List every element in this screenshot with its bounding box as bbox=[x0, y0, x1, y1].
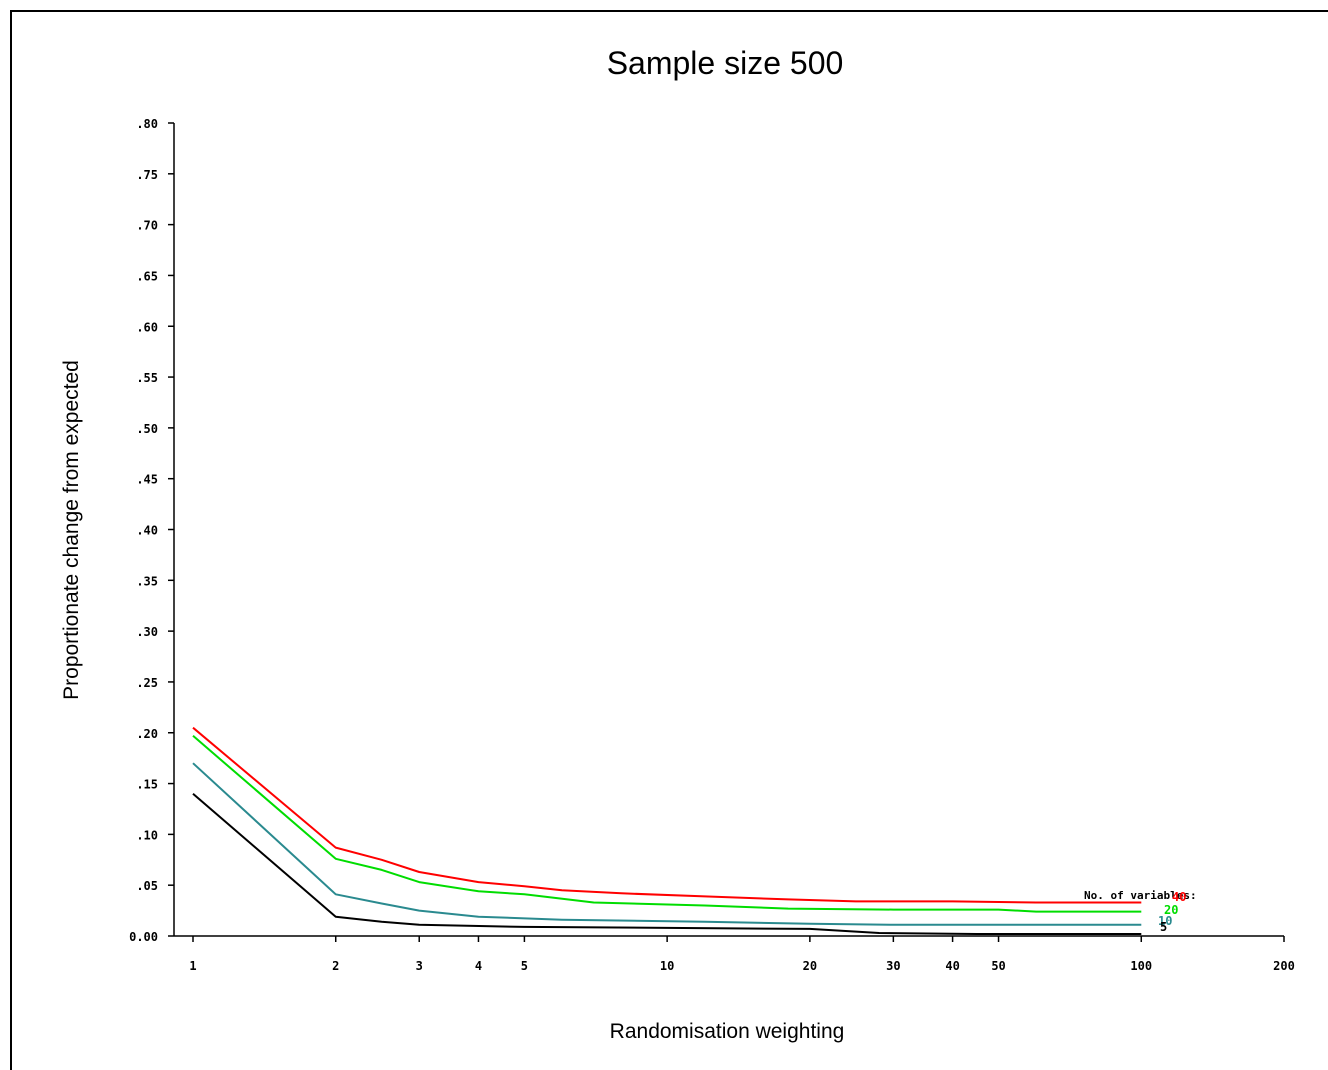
series-line bbox=[192, 762, 1142, 926]
legend-series-label: 40 bbox=[1172, 890, 1186, 904]
x-tick-label: 200 bbox=[1273, 959, 1295, 973]
x-tick-label: 1 bbox=[189, 959, 196, 973]
y-tick-label: .70 bbox=[136, 219, 158, 233]
x-tick-label: 2 bbox=[332, 959, 339, 973]
y-tick-label: .40 bbox=[136, 524, 158, 538]
y-tick-label: .30 bbox=[136, 625, 158, 639]
x-tick-label: 10 bbox=[660, 959, 674, 973]
y-tick-label: .25 bbox=[136, 676, 158, 690]
y-tick-label: .45 bbox=[136, 473, 158, 487]
legend-series-label: 10 bbox=[1158, 914, 1172, 928]
y-tick-label: 0.00 bbox=[129, 930, 158, 944]
y-tick-label: .10 bbox=[136, 828, 158, 842]
series-line bbox=[192, 792, 1142, 935]
y-tick-label: .65 bbox=[136, 269, 158, 283]
x-tick-label: 5 bbox=[521, 959, 528, 973]
x-axis-label: Randomisation weighting bbox=[610, 1020, 845, 1043]
legend-series-label: 5 bbox=[1160, 920, 1167, 934]
y-tick-label: .35 bbox=[136, 574, 158, 588]
x-tick-label: 40 bbox=[945, 959, 959, 973]
series-line bbox=[192, 726, 1142, 904]
series-layer bbox=[192, 726, 1142, 935]
y-tick-label: .55 bbox=[136, 371, 158, 385]
y-tick-label: .80 bbox=[136, 117, 158, 131]
y-tick-label: .05 bbox=[136, 879, 158, 893]
x-tick-label: 4 bbox=[475, 959, 482, 973]
legend-title: No. of variables: bbox=[1084, 889, 1197, 902]
chart-frame bbox=[10, 10, 1328, 1070]
chart-title: Sample size 500 bbox=[607, 45, 844, 81]
x-tick-label: 100 bbox=[1130, 959, 1152, 973]
y-tick-label: .50 bbox=[136, 422, 158, 436]
y-tick-label: .15 bbox=[136, 778, 158, 792]
y-axis-label: Proportionate change from expected bbox=[60, 360, 83, 700]
x-tick-label: 30 bbox=[886, 959, 900, 973]
series-line bbox=[192, 735, 1142, 913]
y-tick-label: .60 bbox=[136, 320, 158, 334]
x-tick-label: 3 bbox=[416, 959, 423, 973]
x-tick-label: 20 bbox=[803, 959, 817, 973]
legend-series-label: 20 bbox=[1164, 903, 1178, 917]
x-tick-label: 50 bbox=[991, 959, 1005, 973]
axes: 0.00 .05 .10 .15 .20 .25 .30 .35 .40 .45 .50 .55 .60… bbox=[129, 117, 1295, 973]
y-tick-label: .75 bbox=[136, 168, 158, 182]
y-tick-label: .20 bbox=[136, 727, 158, 741]
